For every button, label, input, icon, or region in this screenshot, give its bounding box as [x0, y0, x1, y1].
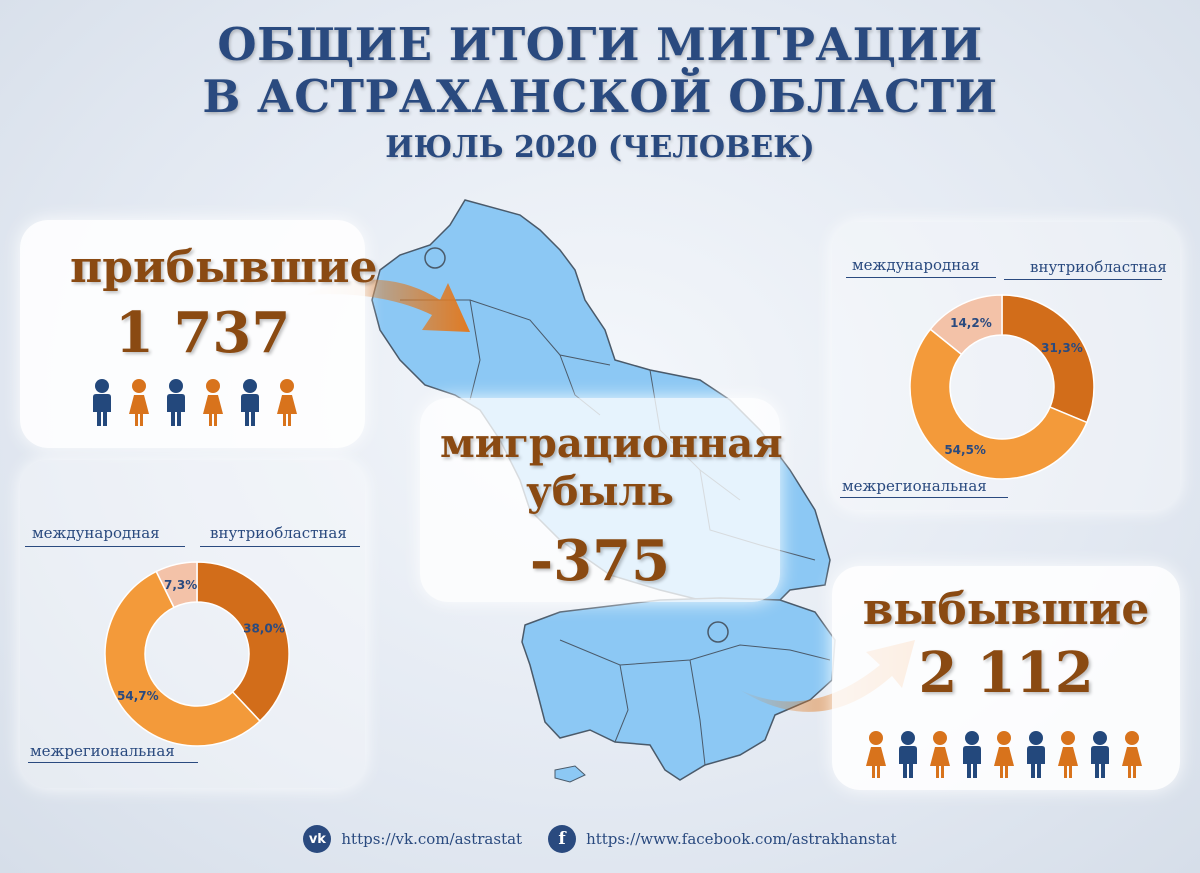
- donut-slice-interregional: [104, 570, 262, 747]
- footer: vk https://vk.com/astrastat f https://ww…: [0, 824, 1200, 854]
- city-marker-icon: [707, 621, 729, 643]
- person-female-icon: [866, 731, 886, 778]
- donut-slice-international: [929, 294, 1003, 356]
- donut-slice-interregional: [909, 328, 1088, 480]
- legend-interregional: межрегиональная: [30, 742, 175, 760]
- leader-line: [25, 546, 185, 547]
- departures-label: выбывшие: [862, 584, 1150, 635]
- donut-data-label: 31,3%: [1041, 341, 1083, 355]
- page-subtitle: ИЮЛЬ 2020 (ЧЕЛОВЕК): [385, 130, 815, 165]
- page-title-line-2: В АСТРАХАНСКОЙ ОБЛАСТИ: [202, 70, 998, 123]
- person-female-icon: [994, 731, 1014, 778]
- vk-link[interactable]: https://vk.com/astrastat: [341, 830, 523, 848]
- donut-data-label: 54,5%: [944, 443, 986, 457]
- leader-line: [846, 277, 996, 278]
- leader-line: [200, 546, 360, 547]
- departures-value: 2 112: [918, 640, 1094, 706]
- person-female-icon: [277, 379, 297, 426]
- legend-interregional: межрегиональная: [842, 477, 987, 495]
- person-male-icon: [963, 731, 981, 778]
- person-female-icon: [129, 379, 149, 426]
- arrivals-label: прибывшие: [70, 242, 378, 293]
- leader-line: [840, 497, 1008, 498]
- person-male-icon: [167, 379, 185, 426]
- map-region-south: [521, 597, 836, 781]
- arrivals-people-icons: [93, 379, 297, 426]
- legend-international: международная: [32, 524, 160, 542]
- arrivals-donut-chart: 38,0% 54,7% 7,3%: [104, 561, 290, 747]
- departures-people-icons: [866, 731, 1142, 778]
- facebook-icon[interactable]: f: [548, 825, 577, 853]
- net-migration-panel: [420, 398, 780, 602]
- person-female-icon: [930, 731, 950, 778]
- map-island: [554, 765, 586, 783]
- arrivals-value: 1 737: [115, 300, 291, 366]
- person-male-icon: [1091, 731, 1109, 778]
- donut-data-label: 38,0%: [243, 621, 285, 635]
- net-label-line-2: убыль: [526, 468, 674, 515]
- person-female-icon: [1122, 731, 1142, 778]
- facebook-link[interactable]: https://www.facebook.com/astrakhanstat: [586, 830, 897, 848]
- legend-intra-regional: внутриобластная: [210, 524, 347, 542]
- person-male-icon: [899, 731, 917, 778]
- legend-intra-regional: внутриобластная: [1030, 258, 1167, 276]
- vk-icon[interactable]: vk: [303, 825, 332, 853]
- donut-slice-intra-regional: [1001, 294, 1095, 424]
- donut-data-label: 14,2%: [950, 316, 992, 330]
- donut-slice-international: [155, 561, 198, 609]
- donut-data-label: 7,3%: [164, 578, 197, 592]
- page-title-line-1: ОБЩИЕ ИТОГИ МИГРАЦИИ: [217, 18, 983, 71]
- person-female-icon: [1058, 731, 1078, 778]
- donut-data-label: 54,7%: [117, 689, 159, 703]
- person-male-icon: [1027, 731, 1045, 778]
- leader-line: [28, 762, 198, 763]
- person-female-icon: [203, 379, 223, 426]
- arrivals-panel: [20, 220, 365, 448]
- departures-donut-chart: 31,3% 54,5% 14,2%: [909, 294, 1095, 480]
- person-male-icon: [241, 379, 259, 426]
- net-value: -375: [529, 528, 671, 594]
- leader-line: [1004, 279, 1162, 280]
- city-marker-icon: [424, 247, 446, 269]
- donut-slice-intra-regional: [196, 561, 290, 723]
- legend-international: международная: [852, 256, 980, 274]
- person-male-icon: [93, 379, 111, 426]
- net-label-line-1: миграционная: [440, 420, 783, 467]
